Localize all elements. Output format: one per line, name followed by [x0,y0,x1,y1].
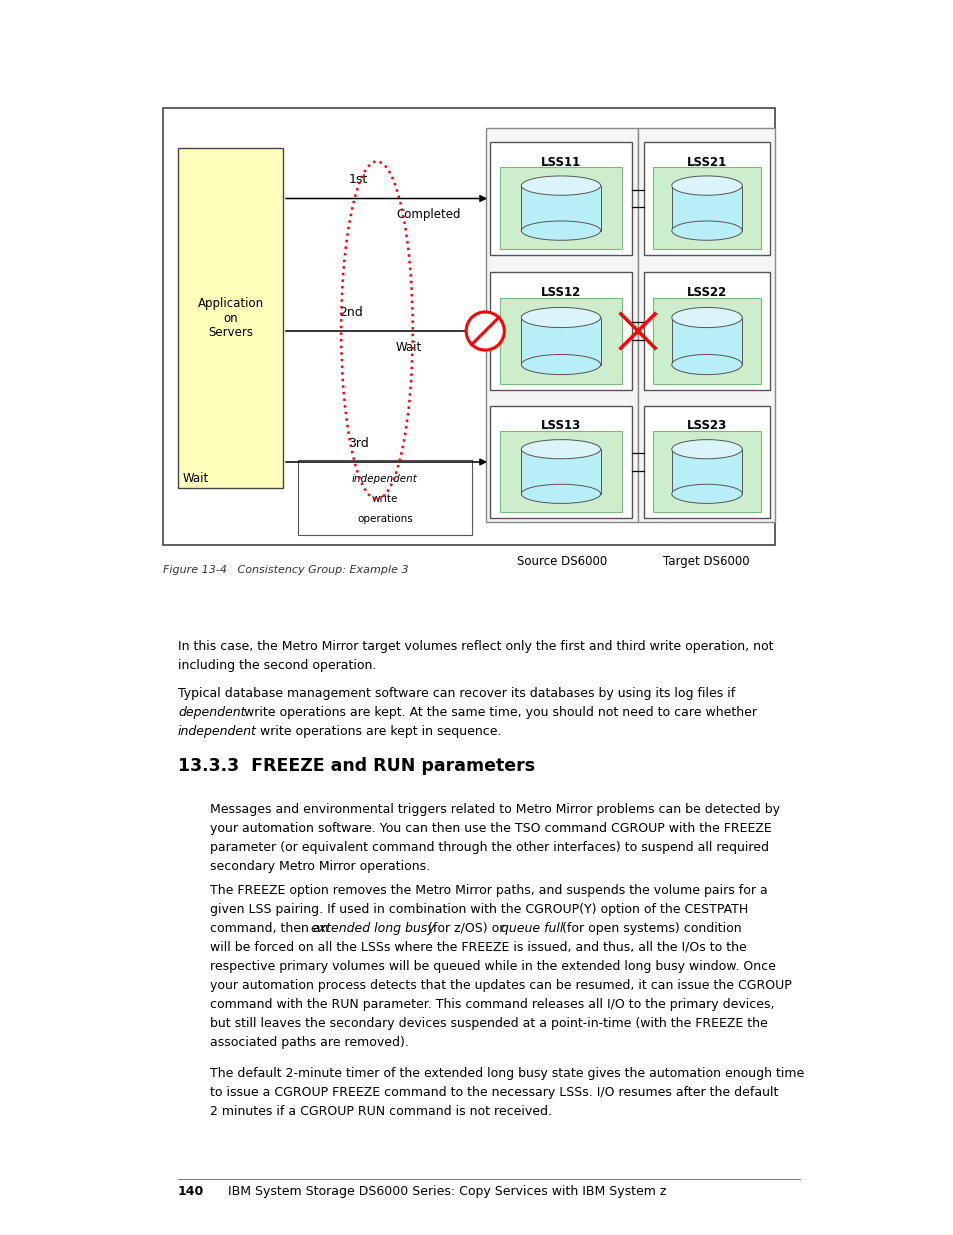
Text: Application
on
Servers: Application on Servers [197,296,263,340]
Text: but still leaves the secondary devices suspended at a point-in-time (with the FR: but still leaves the secondary devices s… [210,1016,767,1030]
Bar [499,431,621,513]
Text: LSS12: LSS12 [540,287,580,299]
Text: 3rd: 3rd [348,437,369,450]
Text: write operations are kept in sequence.: write operations are kept in sequence. [255,725,501,739]
Ellipse shape [520,354,600,374]
Bar [643,142,769,254]
Text: 140: 140 [178,1186,204,1198]
Ellipse shape [671,308,741,327]
Text: dependent: dependent [178,706,245,719]
Ellipse shape [671,484,741,504]
Bar [485,128,638,522]
Text: 1st: 1st [348,173,367,186]
Ellipse shape [520,484,600,504]
Ellipse shape [671,354,741,374]
Text: LSS11: LSS11 [540,156,580,168]
Text: will be forced on all the LSSs where the FREEZE is issued, and thus, all the I/O: will be forced on all the LSSs where the… [210,941,746,953]
Text: 2 minutes if a CGROUP RUN command is not received.: 2 minutes if a CGROUP RUN command is not… [210,1105,552,1118]
Bar [178,148,283,488]
Bar [671,185,741,231]
Text: Completed: Completed [395,209,460,221]
Ellipse shape [520,221,600,241]
Text: In this case, the Metro Mirror target volumes reflect only the first and third w: In this case, the Metro Mirror target vo… [178,640,773,653]
Text: extended long busy: extended long busy [311,923,435,935]
Text: write operations are kept. At the same time, you should not need to care whether: write operations are kept. At the same t… [240,706,757,719]
Bar [671,450,741,494]
Text: 2nd: 2nd [338,305,362,319]
Ellipse shape [466,312,504,350]
Text: Messages and environmental triggers related to Metro Mirror problems can be dete: Messages and environmental triggers rela… [210,803,780,816]
Text: to issue a CGROUP FREEZE command to the necessary LSSs. I/O resumes after the de: to issue a CGROUP FREEZE command to the … [210,1086,778,1099]
Bar [652,431,760,513]
Bar [499,298,621,384]
Text: parameter (or equivalent command through the other interfaces) to suspend all re: parameter (or equivalent command through… [210,841,768,853]
Text: 13.3.3  FREEZE and RUN parameters: 13.3.3 FREEZE and RUN parameters [178,757,535,776]
Ellipse shape [520,175,600,195]
Text: LSS13: LSS13 [540,420,580,432]
Bar [643,272,769,390]
Text: secondary Metro Mirror operations.: secondary Metro Mirror operations. [210,860,430,873]
Text: The FREEZE option removes the Metro Mirror paths, and suspends the volume pairs : The FREEZE option removes the Metro Mirr… [210,884,767,897]
Text: LSS21: LSS21 [686,156,726,168]
Text: command with the RUN parameter. This command releases all I/O to the primary dev: command with the RUN parameter. This com… [210,998,774,1011]
Bar [652,298,760,384]
Ellipse shape [671,175,741,195]
Text: The default 2-minute timer of the extended long busy state gives the automation : The default 2-minute timer of the extend… [210,1067,803,1079]
Text: Typical database management software can recover its databases by using its log : Typical database management software can… [178,687,735,700]
Ellipse shape [520,440,600,458]
Text: (for open systems) condition: (for open systems) condition [558,923,740,935]
Text: your automation process detects that the updates can be resumed, it can issue th: your automation process detects that the… [210,979,791,992]
Text: independent: independent [178,725,256,739]
Text: respective primary volumes will be queued while in the extended long busy window: respective primary volumes will be queue… [210,960,775,973]
Bar [643,406,769,517]
Text: Source DS6000: Source DS6000 [517,555,606,568]
Text: Target DS6000: Target DS6000 [662,555,749,568]
Bar [520,317,600,364]
Text: (for z/OS) or: (for z/OS) or [423,923,508,935]
Text: independent: independent [352,473,417,483]
Text: queue full: queue full [500,923,563,935]
Text: Wait: Wait [395,341,422,354]
Bar [652,167,760,249]
Text: given LSS pairing. If used in combination with the CGROUP(Y) option of the CESTP: given LSS pairing. If used in combinatio… [210,903,747,916]
Bar [297,459,472,535]
Text: Completed: Completed [395,472,460,485]
Text: command, then an: command, then an [210,923,333,935]
Bar [638,128,774,522]
Bar [671,317,741,364]
Text: IBM System Storage DS6000 Series: Copy Services with IBM System z: IBM System Storage DS6000 Series: Copy S… [228,1186,666,1198]
Text: Wait: Wait [183,472,209,485]
Ellipse shape [671,440,741,458]
Bar [490,142,631,254]
Ellipse shape [520,308,600,327]
Text: operations: operations [356,514,413,524]
Ellipse shape [671,221,741,241]
Text: LSS22: LSS22 [686,287,726,299]
Bar [520,450,600,494]
Text: Figure 13-4   Consistency Group: Example 3: Figure 13-4 Consistency Group: Example 3 [163,564,408,576]
Text: LSS23: LSS23 [686,420,726,432]
Bar [163,107,774,545]
Bar [490,406,631,517]
Bar [490,272,631,390]
Text: associated paths are removed).: associated paths are removed). [210,1036,409,1049]
Text: write: write [372,494,397,505]
Text: including the second operation.: including the second operation. [178,659,376,672]
Bar [520,185,600,231]
Text: your automation software. You can then use the TSO command CGROUP with the FREEZ: your automation software. You can then u… [210,823,771,835]
Bar [499,167,621,249]
